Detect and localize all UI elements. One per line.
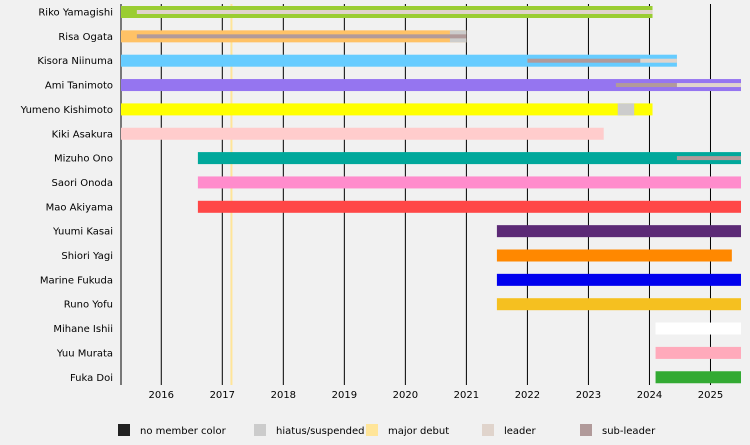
- member-label: Kiki Asakura: [52, 129, 113, 140]
- x-tick-label: 2021: [454, 390, 479, 401]
- legend-swatch: [254, 424, 266, 436]
- member-row: Ami Tanimoto: [45, 79, 741, 92]
- legend-swatch: [366, 424, 378, 436]
- legend-item: sub-leader: [580, 424, 656, 437]
- member-label: Risa Ogata: [58, 32, 113, 43]
- member-row: Risa Ogata: [58, 30, 467, 43]
- member-row: Yumeno Kishimoto: [20, 103, 653, 116]
- member-bar: [197, 200, 741, 213]
- member-row: Runo Yofu: [64, 298, 741, 311]
- member-label: Kisora Niinuma: [37, 56, 113, 67]
- member-bar: [496, 273, 741, 286]
- legend-item: hiatus/suspended: [254, 424, 365, 437]
- leader-segment: [676, 83, 741, 88]
- member-label: Fuka Doi: [70, 373, 113, 384]
- member-label: Riko Yamagishi: [38, 8, 113, 19]
- member-label: Yuu Murata: [56, 348, 113, 359]
- legend-item: major debut: [366, 424, 449, 437]
- legend-label: leader: [504, 426, 537, 437]
- member-bar: [197, 152, 741, 165]
- x-tick-label: 2023: [576, 390, 601, 401]
- legend-swatch: [580, 424, 592, 436]
- hiatus-segment: [617, 103, 635, 116]
- legend-swatch: [482, 424, 494, 436]
- member-bar: [496, 225, 741, 238]
- x-tick-label: 2024: [637, 390, 662, 401]
- member-row: Kiki Asakura: [52, 127, 604, 140]
- member-label: Yumeno Kishimoto: [20, 105, 113, 116]
- member-label: Ami Tanimoto: [45, 81, 113, 92]
- member-label: Shiori Yagi: [61, 251, 113, 262]
- member-row: Yuu Murata: [56, 346, 741, 359]
- member-row: Yuumi Kasai: [52, 225, 741, 238]
- sub-leader-segment: [527, 58, 641, 63]
- member-bar: [121, 103, 653, 116]
- member-row: Mao Akiyama: [46, 200, 741, 213]
- member-label: Yuumi Kasai: [52, 227, 113, 238]
- x-tick-label: 2025: [698, 390, 723, 401]
- member-label: Runo Yofu: [64, 300, 113, 311]
- member-row: Fuka Doi: [70, 371, 741, 384]
- sub-leader-segment: [676, 156, 741, 161]
- member-row: Shiori Yagi: [61, 249, 732, 262]
- member-row: Kisora Niinuma: [37, 54, 677, 67]
- member-bar: [655, 322, 741, 335]
- legend-item: no member color: [118, 424, 227, 437]
- sub-leader-segment: [615, 83, 677, 88]
- member-label: Mao Akiyama: [46, 202, 113, 213]
- member-row: Mizuho Ono: [54, 152, 741, 165]
- member-label: Marine Fukuda: [40, 275, 113, 286]
- member-bar: [655, 346, 741, 359]
- x-tick-label: 2018: [271, 390, 296, 401]
- member-bar: [121, 54, 677, 67]
- member-row: Riko Yamagishi: [38, 6, 653, 19]
- legend-label: major debut: [388, 426, 449, 437]
- legend-label: sub-leader: [602, 426, 656, 437]
- member-bar: [655, 371, 741, 384]
- legend-label: hiatus/suspended: [276, 426, 365, 437]
- member-bar: [197, 176, 741, 189]
- x-tick-label: 2020: [393, 390, 418, 401]
- sub-leader-segment: [136, 34, 467, 39]
- x-tick-label: 2022: [515, 390, 540, 401]
- legend-label: no member color: [140, 426, 227, 437]
- member-row: Marine Fukuda: [40, 273, 741, 286]
- member-bar: [121, 127, 604, 140]
- member-bar: [496, 249, 732, 262]
- member-label: Saori Onoda: [52, 178, 113, 189]
- x-tick-label: 2019: [332, 390, 357, 401]
- x-tick-label: 2016: [149, 390, 174, 401]
- leader-segment: [136, 10, 653, 14]
- leader-segment: [640, 58, 677, 63]
- legend-item: leader: [482, 424, 537, 437]
- member-bar: [496, 298, 741, 311]
- member-row: Mihane Ishii: [53, 322, 741, 335]
- member-label: Mihane Ishii: [53, 324, 113, 335]
- legend-swatch: [118, 424, 130, 436]
- member-label: Mizuho Ono: [54, 154, 113, 165]
- member-bar: [121, 79, 741, 92]
- member-row: Saori Onoda: [52, 176, 741, 189]
- x-tick-label: 2017: [210, 390, 235, 401]
